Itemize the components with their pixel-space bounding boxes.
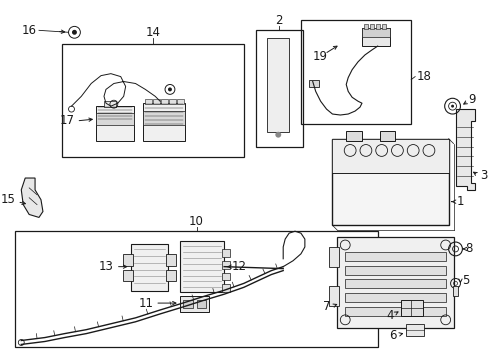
Bar bbox=[153, 99, 160, 104]
Bar bbox=[122, 270, 132, 282]
Bar bbox=[222, 249, 229, 257]
Bar bbox=[180, 241, 224, 292]
Bar bbox=[166, 270, 176, 282]
Text: 12: 12 bbox=[231, 260, 246, 273]
Bar bbox=[345, 266, 445, 275]
Text: 3: 3 bbox=[479, 168, 487, 181]
Text: 5: 5 bbox=[462, 274, 469, 287]
Bar bbox=[361, 28, 389, 46]
Polygon shape bbox=[21, 178, 43, 217]
Text: 13: 13 bbox=[99, 260, 114, 273]
Bar bbox=[180, 296, 209, 312]
Circle shape bbox=[450, 105, 453, 108]
Bar bbox=[345, 293, 445, 302]
Bar bbox=[122, 254, 132, 266]
Bar bbox=[345, 279, 445, 288]
Text: 8: 8 bbox=[465, 242, 472, 256]
Bar bbox=[222, 284, 229, 292]
Bar bbox=[15, 231, 377, 347]
Polygon shape bbox=[455, 109, 474, 190]
Bar bbox=[300, 21, 410, 124]
Bar bbox=[369, 24, 373, 30]
Bar bbox=[161, 99, 168, 104]
Bar bbox=[451, 286, 458, 296]
Text: 11: 11 bbox=[138, 297, 153, 310]
Bar bbox=[143, 103, 184, 141]
Bar bbox=[196, 300, 206, 308]
Bar bbox=[222, 261, 229, 269]
Bar bbox=[104, 101, 116, 107]
Bar bbox=[337, 237, 453, 328]
Text: 18: 18 bbox=[416, 70, 431, 83]
Text: 6: 6 bbox=[388, 329, 396, 342]
Bar bbox=[308, 80, 318, 87]
Text: 9: 9 bbox=[468, 93, 475, 106]
Text: 2: 2 bbox=[275, 14, 283, 27]
Bar bbox=[401, 300, 422, 316]
Bar bbox=[329, 247, 339, 267]
Bar bbox=[381, 24, 385, 30]
Bar bbox=[346, 131, 361, 141]
Circle shape bbox=[72, 30, 77, 35]
Bar bbox=[177, 99, 183, 104]
Bar bbox=[345, 307, 445, 316]
Bar bbox=[130, 244, 168, 291]
Bar bbox=[375, 24, 379, 30]
Bar bbox=[166, 254, 176, 266]
Bar bbox=[61, 44, 244, 157]
Text: 19: 19 bbox=[312, 50, 327, 63]
Text: 10: 10 bbox=[189, 215, 203, 228]
Bar bbox=[96, 113, 133, 125]
Bar bbox=[255, 30, 302, 147]
Text: 16: 16 bbox=[22, 24, 37, 37]
Bar bbox=[183, 300, 192, 308]
Text: 17: 17 bbox=[60, 114, 74, 127]
Bar bbox=[363, 24, 367, 30]
Bar bbox=[222, 273, 229, 280]
Text: 1: 1 bbox=[456, 195, 463, 208]
Circle shape bbox=[275, 132, 281, 138]
Text: 15: 15 bbox=[0, 193, 15, 206]
Bar bbox=[379, 131, 395, 141]
Bar bbox=[329, 286, 339, 306]
Bar bbox=[361, 28, 389, 37]
Bar bbox=[143, 111, 184, 125]
Bar bbox=[406, 324, 423, 336]
Text: 4: 4 bbox=[385, 309, 393, 323]
Bar bbox=[169, 99, 176, 104]
Bar bbox=[96, 106, 133, 141]
Bar bbox=[267, 38, 288, 132]
Circle shape bbox=[168, 87, 172, 91]
Text: 14: 14 bbox=[145, 26, 161, 39]
Bar bbox=[332, 139, 447, 225]
Bar bbox=[145, 99, 152, 104]
Bar bbox=[345, 252, 445, 261]
Text: 7: 7 bbox=[322, 300, 330, 312]
Bar bbox=[332, 139, 447, 173]
